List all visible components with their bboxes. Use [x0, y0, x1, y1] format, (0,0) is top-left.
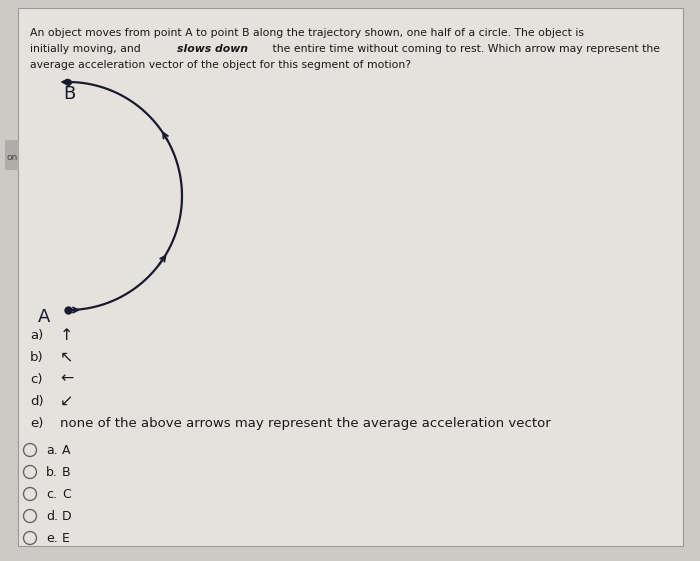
Text: slows down: slows down — [177, 44, 248, 54]
Text: e.: e. — [46, 531, 57, 545]
Circle shape — [24, 444, 36, 457]
Text: d): d) — [30, 394, 43, 407]
Text: initially moving, and: initially moving, and — [30, 44, 144, 54]
Text: ↙: ↙ — [60, 393, 74, 408]
Text: An object moves from point A to point B along the trajectory shown, one half of : An object moves from point A to point B … — [30, 28, 584, 38]
Circle shape — [24, 488, 36, 500]
Text: E: E — [62, 531, 70, 545]
Text: the entire time without coming to rest. Which arrow may represent the: the entire time without coming to rest. … — [269, 44, 660, 54]
Text: A: A — [62, 444, 71, 457]
Text: D: D — [62, 509, 71, 522]
Text: b.: b. — [46, 466, 58, 479]
Circle shape — [24, 509, 36, 522]
Text: e): e) — [30, 416, 43, 430]
Text: b): b) — [30, 351, 43, 364]
Text: d.: d. — [46, 509, 58, 522]
Text: c): c) — [30, 373, 43, 385]
Text: ↑: ↑ — [60, 328, 74, 343]
Text: a): a) — [30, 329, 43, 342]
Text: a.: a. — [46, 444, 57, 457]
Text: ←: ← — [60, 371, 74, 387]
Text: ↖: ↖ — [60, 350, 74, 365]
Circle shape — [24, 466, 36, 479]
Text: average acceleration vector of the object for this segment of motion?: average acceleration vector of the objec… — [30, 60, 411, 70]
Circle shape — [24, 531, 36, 545]
Text: B: B — [63, 85, 76, 103]
FancyBboxPatch shape — [5, 140, 19, 170]
Text: on: on — [6, 153, 18, 162]
Text: none of the above arrows may represent the average acceleration vector: none of the above arrows may represent t… — [60, 416, 551, 430]
Text: C: C — [62, 488, 71, 500]
Text: A: A — [38, 308, 50, 326]
FancyBboxPatch shape — [18, 8, 683, 546]
Text: B: B — [62, 466, 71, 479]
Text: c.: c. — [46, 488, 57, 500]
